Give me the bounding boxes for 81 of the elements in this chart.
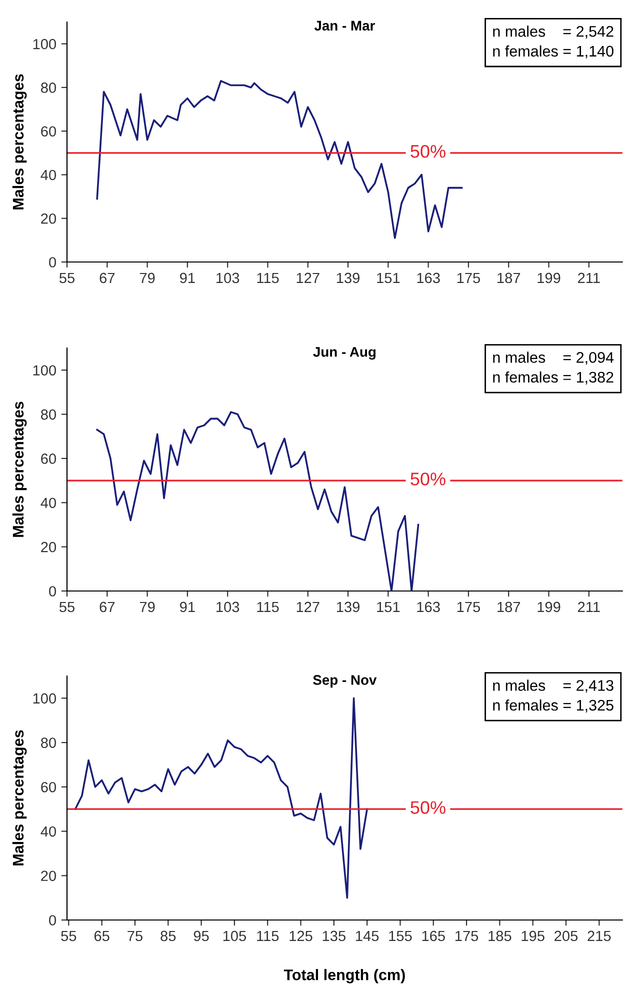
x-tick-label: 175 bbox=[457, 272, 480, 284]
y-tick-label: 40 bbox=[40, 826, 56, 837]
chart-title: Sep - Nov bbox=[313, 675, 377, 688]
x-tick-label: 127 bbox=[296, 272, 320, 283]
x-tick-label: 163 bbox=[417, 602, 440, 612]
y-tick-label: 20 bbox=[41, 542, 56, 552]
y-tick-label: 80 bbox=[40, 738, 56, 748]
y-tick-label: 60 bbox=[41, 454, 56, 464]
x-tick-label: 215 bbox=[588, 930, 611, 942]
x-tick-label: 145 bbox=[356, 930, 379, 942]
x-tick-label: 55 bbox=[59, 602, 74, 612]
x-tick-label: 65 bbox=[94, 930, 110, 942]
x-tick-label: 55 bbox=[61, 930, 76, 942]
x-tick-label: 187 bbox=[498, 602, 520, 612]
x-tick-label: 115 bbox=[257, 272, 279, 284]
x-tick-label: 155 bbox=[389, 930, 412, 942]
x-axis-title: Total length (cm) bbox=[284, 969, 405, 984]
x-tick-label: 67 bbox=[100, 602, 115, 612]
x-tick-label: 211 bbox=[578, 272, 600, 283]
y-axis-title: Males percentages bbox=[12, 730, 27, 866]
annotation: n females = 1,382 bbox=[493, 371, 614, 384]
annotation: n males = 2,094 bbox=[493, 352, 614, 365]
x-tick-label: 91 bbox=[180, 602, 195, 612]
y-tick-label: 100 bbox=[33, 693, 56, 704]
y-tick-label: 100 bbox=[33, 365, 56, 376]
y-tick-label: 20 bbox=[41, 870, 56, 882]
x-tick-label: 151 bbox=[377, 602, 400, 612]
line-series bbox=[96, 80, 463, 239]
x-tick-label: 163 bbox=[417, 272, 440, 284]
ref-line-label: 50% bbox=[410, 472, 446, 486]
x-tick-label: 199 bbox=[538, 272, 560, 284]
y-axis-title: Males percentages bbox=[12, 402, 27, 537]
x-tick-label: 139 bbox=[336, 602, 360, 612]
y-tick-label: 60 bbox=[41, 782, 56, 792]
x-tick-label: 175 bbox=[455, 930, 478, 942]
annotation: n females = 1,325 bbox=[493, 699, 614, 712]
x-tick-label: 55 bbox=[59, 272, 74, 284]
x-tick-label: 139 bbox=[336, 272, 360, 284]
y-tick-label: 0 bbox=[49, 586, 56, 596]
x-tick-label: 151 bbox=[377, 272, 400, 284]
line-series bbox=[74, 697, 368, 899]
y-tick-label: 20 bbox=[41, 213, 56, 224]
x-tick-label: 79 bbox=[140, 272, 155, 284]
x-tick-label: 115 bbox=[257, 602, 279, 612]
x-tick-label: 103 bbox=[216, 272, 240, 284]
x-tick-label: 127 bbox=[296, 602, 320, 612]
ref-line-label: 50% bbox=[410, 144, 446, 158]
x-tick-label: 79 bbox=[140, 602, 155, 612]
x-tick-label: 105 bbox=[223, 930, 246, 942]
x-tick-label: 187 bbox=[498, 272, 520, 284]
x-tick-label: 67 bbox=[100, 272, 115, 284]
annotation: n females = 1,140 bbox=[493, 45, 614, 58]
x-tick-label: 165 bbox=[422, 930, 445, 942]
x-tick-label: 199 bbox=[538, 602, 560, 612]
y-tick-label: 0 bbox=[49, 915, 56, 926]
x-tick-label: 85 bbox=[160, 930, 176, 942]
x-tick-label: 91 bbox=[180, 272, 195, 284]
y-tick-label: 80 bbox=[40, 409, 56, 420]
y-tick-label: 0 bbox=[49, 257, 56, 268]
x-tick-label: 211 bbox=[578, 602, 600, 612]
x-tick-label: 195 bbox=[522, 930, 544, 942]
x-tick-label: 75 bbox=[128, 930, 142, 942]
chart-title: Jan - Mar bbox=[314, 20, 375, 31]
y-tick-label: 100 bbox=[33, 38, 56, 50]
y-tick-label: 40 bbox=[40, 498, 56, 508]
x-tick-label: 185 bbox=[488, 930, 512, 942]
x-tick-label: 103 bbox=[216, 602, 240, 612]
y-axis-title: Males percentages bbox=[12, 74, 27, 210]
x-tick-label: 125 bbox=[290, 930, 312, 942]
y-tick-label: 80 bbox=[40, 82, 56, 93]
x-tick-label: 95 bbox=[194, 930, 209, 942]
y-tick-label: 40 bbox=[40, 170, 56, 180]
y-tick-label: 60 bbox=[41, 126, 56, 137]
annotation: n males = 2,542 bbox=[493, 26, 614, 39]
ref-line-label: 50% bbox=[410, 801, 446, 814]
annotation: n males = 2,413 bbox=[493, 680, 614, 693]
x-tick-label: 175 bbox=[457, 602, 480, 612]
x-tick-label: 205 bbox=[554, 930, 578, 942]
chart-title: Jun - Aug bbox=[313, 347, 376, 360]
x-tick-label: 135 bbox=[322, 930, 346, 942]
x-tick-label: 115 bbox=[257, 930, 279, 942]
